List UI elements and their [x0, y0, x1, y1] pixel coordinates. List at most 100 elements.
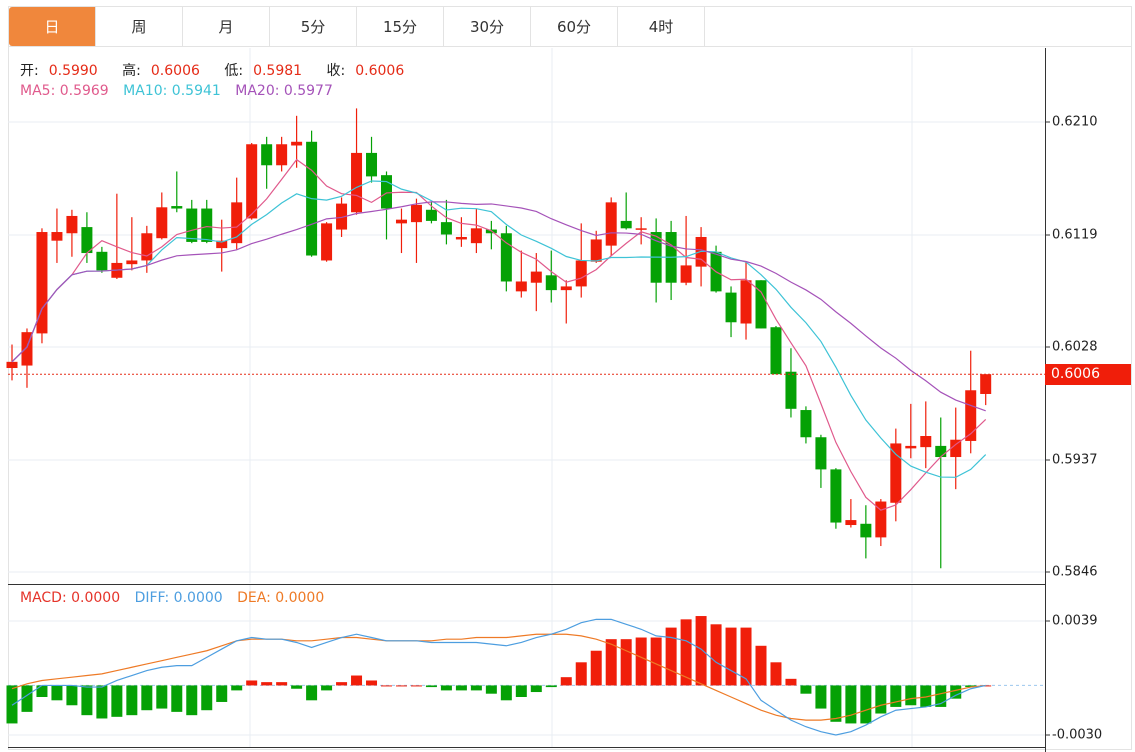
macd-bar-positive — [261, 682, 273, 686]
macd-bar-negative — [950, 685, 962, 699]
tab-30min[interactable]: 30分 — [444, 7, 531, 46]
macd-bar-positive — [605, 639, 617, 686]
price-tick: 0.6028 — [1052, 339, 1098, 355]
candle-up — [21, 332, 33, 366]
macd-bar-negative — [545, 685, 557, 688]
price-tick: 0.6119 — [1052, 227, 1098, 243]
high-label: 高: — [122, 63, 141, 79]
candle-up — [890, 443, 902, 503]
macd-bar-negative — [815, 685, 827, 709]
candle-up — [351, 152, 363, 213]
macd-bar-negative — [156, 685, 168, 709]
macd-bar-negative — [455, 685, 467, 691]
macd-bar-negative — [530, 685, 542, 693]
macd-bar-negative — [231, 685, 243, 691]
tab-4hour[interactable]: 4时 — [618, 7, 705, 46]
macd-bar-positive — [620, 639, 632, 686]
tab-15min[interactable]: 15分 — [357, 7, 444, 46]
macd-tick: -0.0030 — [1052, 727, 1103, 743]
candle-down — [381, 175, 392, 209]
macd-bar-negative — [935, 685, 947, 707]
candle-down — [96, 251, 108, 271]
candle-up — [216, 240, 228, 249]
macd-bar-positive — [246, 680, 258, 686]
ma10-line — [11, 180, 987, 478]
candle-up — [635, 228, 647, 230]
macd-bar-negative — [321, 685, 333, 691]
candle-down — [366, 152, 378, 177]
candle-down — [500, 233, 512, 282]
period-tabs: 日 周 月 5分 15分 30分 60分 4时 — [8, 6, 1132, 47]
macd-bar-positive — [590, 650, 602, 686]
candle-up — [515, 281, 527, 292]
low-value: 0.5981 — [253, 63, 303, 79]
macd-bar-negative — [6, 685, 18, 724]
macd-bar-positive — [351, 675, 363, 686]
candle-down — [261, 144, 273, 166]
candle-up — [231, 202, 243, 244]
macd-bar-negative — [860, 685, 872, 724]
candle-up — [470, 228, 482, 244]
macd-bar-positive — [575, 662, 587, 686]
candle-up — [455, 236, 467, 240]
macd-bar-positive — [650, 637, 662, 686]
close-value: 0.6006 — [355, 63, 405, 79]
macd-bar-negative — [306, 685, 318, 701]
macd-bar-negative — [485, 685, 497, 694]
candle-up — [875, 501, 887, 538]
tab-day[interactable]: 日 — [9, 7, 96, 46]
macd-bar-negative — [171, 685, 183, 712]
candle-up — [336, 203, 348, 230]
candle-down — [201, 208, 213, 242]
candle-down — [755, 280, 767, 329]
macd-bar-positive — [695, 616, 707, 686]
macd-bar-positive — [366, 680, 378, 686]
candle-down — [620, 220, 632, 229]
macd-bar-negative — [875, 685, 887, 714]
ma-legend: MA5: 0.5969 MA10: 0.5941 MA20: 0.5977 — [20, 83, 343, 99]
macd-bar-negative — [111, 685, 123, 717]
tab-5min[interactable]: 5分 — [270, 7, 357, 46]
candle-down — [171, 206, 183, 209]
tab-week[interactable]: 周 — [96, 7, 183, 46]
candle-up — [605, 202, 617, 246]
macd-bar-negative — [21, 685, 33, 712]
candle-up — [575, 260, 587, 287]
tab-month[interactable]: 月 — [183, 7, 270, 46]
candle-up — [36, 232, 48, 334]
macd-bar-negative — [141, 685, 153, 711]
macd-bar-positive — [276, 682, 288, 686]
dea-line — [11, 633, 986, 721]
candle-up — [395, 219, 407, 224]
ma20-legend: MA20: 0.5977 — [235, 83, 333, 99]
chart-frame — [8, 47, 1132, 750]
current-price-tag: 0.6006 — [1045, 364, 1131, 385]
candle-down — [440, 222, 452, 235]
candle-up — [141, 233, 153, 261]
candle-up — [590, 239, 602, 262]
macd-bar-negative — [830, 685, 842, 722]
macd-bar-positive — [680, 619, 692, 686]
ohlc-legend: 开: 0.5990 高: 0.6006 低: 0.5981 收: 0.6006 — [20, 60, 424, 80]
price-tick: 0.6210 — [1052, 114, 1098, 130]
macd-bar-negative — [845, 685, 857, 724]
macd-bar-negative — [470, 685, 482, 691]
macd-bar-negative — [890, 685, 902, 707]
macd-bar-positive — [755, 645, 767, 686]
macd-bar-negative — [66, 685, 78, 706]
close-label: 收: — [326, 63, 346, 79]
macd-legend: MACD: 0.0000 DIFF: 0.0000 DEA: 0.0000 — [20, 590, 334, 606]
macd-bar-negative — [216, 685, 228, 702]
macd-bar-positive — [560, 677, 572, 686]
macd-bar-negative — [965, 685, 977, 688]
macd-bar-positive — [381, 685, 392, 687]
candle-up — [51, 232, 63, 241]
macd-bar-negative — [440, 685, 452, 691]
candle-up — [291, 141, 303, 146]
macd-bar-positive — [770, 662, 782, 686]
candle-up — [156, 207, 168, 239]
candle-up — [845, 520, 857, 526]
candle-down — [860, 523, 872, 538]
tab-60min[interactable]: 60分 — [531, 7, 618, 46]
